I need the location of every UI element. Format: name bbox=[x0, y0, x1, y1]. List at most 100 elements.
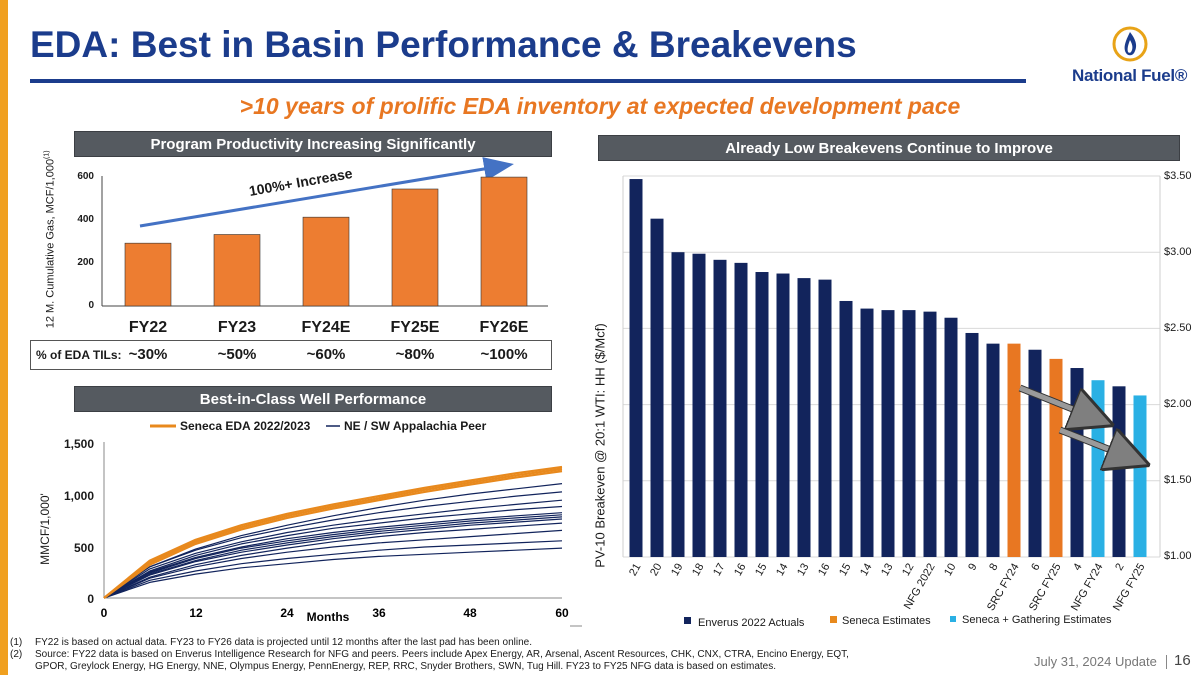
breakeven-category-label: 9 bbox=[966, 562, 979, 573]
legend-swatch-actuals bbox=[684, 617, 691, 624]
seneca-estimate-bar bbox=[1007, 343, 1021, 557]
breakeven-category-label: 16 bbox=[732, 562, 749, 579]
breakeven-category-label: 16 bbox=[816, 562, 833, 579]
productivity-ytick: 200 bbox=[77, 257, 94, 268]
peer-well-curve bbox=[103, 491, 563, 599]
breakeven-category-label: 18 bbox=[690, 562, 707, 579]
breakeven-category-label: 8 bbox=[987, 562, 1000, 573]
legend-label-seneca: Seneca EDA 2022/2023 bbox=[180, 419, 311, 433]
company-logo-text: National Fuel® bbox=[1072, 66, 1188, 85]
breakeven-ytick: $3.50 bbox=[1164, 170, 1192, 182]
peer-well-curve bbox=[103, 499, 563, 599]
productivity-bar bbox=[391, 188, 439, 307]
actuals-bar bbox=[818, 279, 832, 557]
improvement-arrow-2 bbox=[1059, 427, 1136, 460]
breakeven-y-axis-label: PV-10 Breakeven @ 20:1 WTI: HH ($/Mcf) bbox=[592, 323, 608, 568]
breakeven-ytick: $3.00 bbox=[1164, 246, 1192, 258]
actuals-bar bbox=[734, 262, 748, 557]
footnote-text: GPOR, Greylock Energy, HG Energy, NNE, O… bbox=[35, 661, 777, 672]
legend-label-gathering: Seneca + Gathering Estimates bbox=[962, 614, 1112, 626]
actuals-bar bbox=[1070, 368, 1084, 557]
gathering-estimate-bar bbox=[1091, 380, 1105, 557]
panel-header-well-performance: Best-in-Class Well Performance bbox=[74, 386, 552, 412]
actuals-bar bbox=[797, 278, 811, 557]
actuals-bar bbox=[986, 343, 1000, 557]
til-value: ~50% bbox=[217, 346, 257, 363]
breakeven-category-label: 15 bbox=[753, 562, 770, 579]
footnote-text: Source: FY22 data is based on Enverus In… bbox=[35, 649, 849, 660]
legend-swatch-seneca-estimates bbox=[830, 616, 837, 623]
legend-label-seneca-estimates: Seneca Estimates bbox=[842, 615, 931, 627]
productivity-bar-chart: 100%+ Increase bbox=[101, 157, 548, 307]
wells-ytick: 500 bbox=[73, 541, 94, 555]
actuals-bar bbox=[755, 272, 769, 557]
legend-label-peer: NE / SW Appalachia Peer bbox=[344, 419, 487, 433]
actuals-bar bbox=[776, 273, 790, 557]
seneca-well-curve bbox=[103, 465, 563, 599]
breakeven-ytick: $1.50 bbox=[1164, 474, 1192, 486]
breakeven-ytick: $2.50 bbox=[1164, 322, 1192, 334]
breakeven-category-label: 2 bbox=[1113, 562, 1126, 573]
breakeven-category-label: 15 bbox=[837, 562, 854, 579]
breakeven-category-label: 20 bbox=[648, 562, 665, 579]
seneca-well-curve bbox=[103, 470, 563, 599]
wells-ytick: 1,000 bbox=[63, 489, 94, 503]
til-value: ~30% bbox=[128, 346, 168, 363]
peer-well-curve bbox=[103, 514, 563, 599]
actuals-bar bbox=[881, 310, 895, 557]
wells-ytick: 1,500 bbox=[63, 437, 94, 451]
breakeven-category-label: 21 bbox=[627, 562, 644, 579]
peer-well-curve bbox=[103, 505, 563, 599]
productivity-ytick: 0 bbox=[88, 300, 94, 311]
footnote-number: (1) bbox=[10, 637, 23, 648]
increase-trend-arrow bbox=[139, 157, 514, 228]
breakeven-category-label: 14 bbox=[774, 562, 791, 579]
actuals-bar bbox=[671, 252, 685, 557]
productivity-ytick: 400 bbox=[77, 214, 94, 225]
wells-xtick: 24 bbox=[280, 606, 294, 620]
wells-xtick: 12 bbox=[189, 606, 203, 620]
legend-swatch-gathering bbox=[950, 616, 956, 622]
footer-date: July 31, 2024 Update bbox=[1034, 654, 1157, 669]
peer-well-curve bbox=[103, 518, 563, 599]
left-accent-bar bbox=[0, 0, 8, 675]
breakeven-category-label: 14 bbox=[858, 562, 875, 579]
actuals-bar bbox=[860, 308, 874, 557]
footer-separator bbox=[1166, 655, 1167, 669]
breakeven-ytick: $2.00 bbox=[1164, 398, 1192, 410]
page-subtitle: >10 years of prolific EDA inventory at e… bbox=[239, 93, 961, 119]
wells-xtick: 60 bbox=[555, 606, 569, 620]
til-value: ~80% bbox=[395, 346, 435, 363]
actuals-bar bbox=[692, 253, 706, 557]
wells-xtick: 36 bbox=[372, 606, 386, 620]
panel-header-productivity: Program Productivity Increasing Signific… bbox=[74, 131, 552, 157]
actuals-bar bbox=[965, 332, 979, 557]
productivity-category-label: FY22 bbox=[128, 319, 168, 336]
breakeven-category-label: 13 bbox=[879, 562, 896, 579]
til-percent-box bbox=[30, 340, 552, 370]
breakeven-category-label: 6 bbox=[1029, 562, 1042, 573]
wells-xtick: 48 bbox=[463, 606, 477, 620]
title-divider bbox=[30, 79, 1026, 83]
flame-logo-icon bbox=[1112, 26, 1148, 62]
actuals-bar bbox=[923, 311, 937, 557]
improvement-arrow-1 bbox=[1019, 385, 1100, 420]
productivity-category-label: FY26E bbox=[479, 319, 529, 336]
seneca-well-curve bbox=[103, 467, 563, 599]
well-performance-line-chart bbox=[103, 424, 582, 627]
productivity-bar bbox=[480, 176, 528, 307]
breakeven-ytick: $1.00 bbox=[1164, 550, 1192, 562]
peer-well-curve bbox=[103, 540, 563, 599]
productivity-category-label: FY23 bbox=[217, 319, 257, 336]
til-label: % of EDA TILs: bbox=[36, 348, 122, 362]
breakeven-category-label: 17 bbox=[711, 562, 728, 579]
actuals-bar bbox=[1028, 349, 1042, 557]
actuals-bar bbox=[629, 179, 643, 557]
peer-well-curve bbox=[103, 512, 563, 599]
breakeven-category-label: 10 bbox=[942, 562, 959, 579]
page-title: EDA: Best in Basin Performance & Breakev… bbox=[30, 24, 857, 65]
seneca-estimate-bar bbox=[1049, 358, 1063, 557]
legend-label-actuals: Enverus 2022 Actuals bbox=[698, 617, 805, 629]
gathering-estimate-bar bbox=[1133, 395, 1147, 557]
